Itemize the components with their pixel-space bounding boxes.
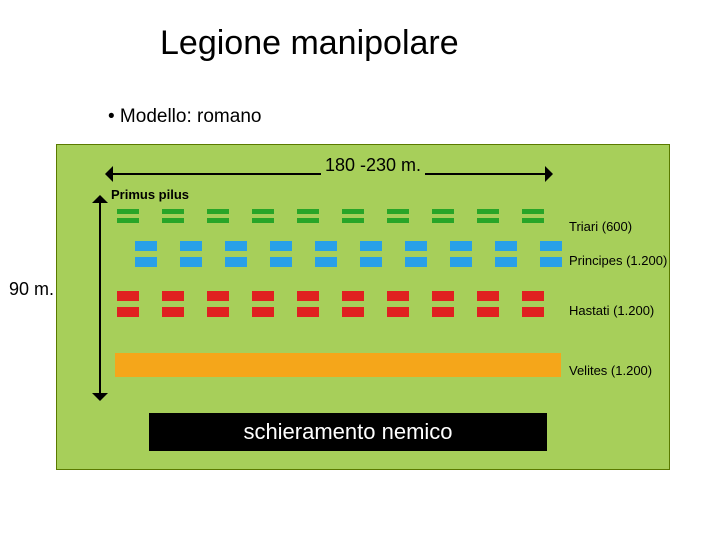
triari-maniple	[342, 218, 364, 223]
height-arrow-head-up	[92, 195, 108, 203]
principes-maniple	[360, 257, 382, 267]
principes-maniple	[450, 257, 472, 267]
triari-maniple	[522, 209, 544, 214]
principes-maniple	[540, 241, 562, 251]
principes-maniple	[405, 241, 427, 251]
primus-pilus-label: Primus pilus	[111, 187, 189, 202]
width-dimension-label: 180 -230 m.	[321, 155, 425, 176]
triari-maniple	[432, 218, 454, 223]
triari-maniple	[342, 209, 364, 214]
hastati-maniple	[297, 307, 319, 317]
width-arrow-head-right	[545, 166, 553, 182]
slide: Legione manipolare • Modello: romano 180…	[0, 0, 720, 540]
principes-maniple	[225, 257, 247, 267]
hastati-maniple	[162, 291, 184, 301]
principes-maniple	[270, 241, 292, 251]
hastati-maniple	[477, 291, 499, 301]
slide-title: Legione manipolare	[160, 24, 459, 63]
triari-maniple	[477, 209, 499, 214]
formation-diagram: 180 -230 m.90 m.Primus pilusTriari (600)…	[56, 144, 670, 470]
triari-maniple	[522, 218, 544, 223]
principes-maniple	[270, 257, 292, 267]
triari-maniple	[162, 218, 184, 223]
hastati-maniple	[387, 291, 409, 301]
velites-label: Velites (1.200)	[569, 363, 652, 378]
triari-maniple	[477, 218, 499, 223]
hastati-maniple	[342, 291, 364, 301]
principes-maniple	[315, 257, 337, 267]
principes-maniple	[405, 257, 427, 267]
triari-label: Triari (600)	[569, 219, 632, 234]
triari-maniple	[252, 218, 274, 223]
hastati-maniple	[162, 307, 184, 317]
height-dimension-label: 90 m.	[9, 279, 54, 300]
triari-maniple	[297, 209, 319, 214]
principes-maniple	[450, 241, 472, 251]
principes-maniple	[180, 257, 202, 267]
hastati-maniple	[117, 291, 139, 301]
triari-maniple	[162, 209, 184, 214]
hastati-maniple	[432, 291, 454, 301]
triari-maniple	[207, 209, 229, 214]
triari-maniple	[387, 218, 409, 223]
hastati-maniple	[252, 291, 274, 301]
height-arrow-head-down	[92, 393, 108, 401]
hastati-maniple	[252, 307, 274, 317]
principes-maniple	[180, 241, 202, 251]
principes-maniple	[135, 241, 157, 251]
enemy-formation: schieramento nemico	[149, 413, 547, 451]
triari-maniple	[387, 209, 409, 214]
hastati-maniple	[207, 307, 229, 317]
hastati-label: Hastati (1.200)	[569, 303, 654, 318]
width-arrow-head-left	[105, 166, 113, 182]
triari-maniple	[117, 209, 139, 214]
triari-maniple	[252, 209, 274, 214]
hastati-maniple	[387, 307, 409, 317]
hastati-maniple	[432, 307, 454, 317]
principes-maniple	[495, 241, 517, 251]
height-arrow-line	[99, 203, 101, 393]
principes-maniple	[495, 257, 517, 267]
principes-maniple	[540, 257, 562, 267]
triari-maniple	[432, 209, 454, 214]
hastati-maniple	[297, 291, 319, 301]
hastati-maniple	[117, 307, 139, 317]
principes-maniple	[135, 257, 157, 267]
hastati-maniple	[522, 291, 544, 301]
triari-maniple	[297, 218, 319, 223]
hastati-maniple	[477, 307, 499, 317]
hastati-maniple	[207, 291, 229, 301]
hastati-maniple	[522, 307, 544, 317]
velites-bar	[115, 353, 561, 377]
hastati-maniple	[342, 307, 364, 317]
triari-maniple	[207, 218, 229, 223]
principes-maniple	[315, 241, 337, 251]
bullet-model: • Modello: romano	[108, 106, 261, 128]
principes-maniple	[225, 241, 247, 251]
principes-maniple	[360, 241, 382, 251]
principes-label: Principes (1.200)	[569, 253, 667, 268]
triari-maniple	[117, 218, 139, 223]
